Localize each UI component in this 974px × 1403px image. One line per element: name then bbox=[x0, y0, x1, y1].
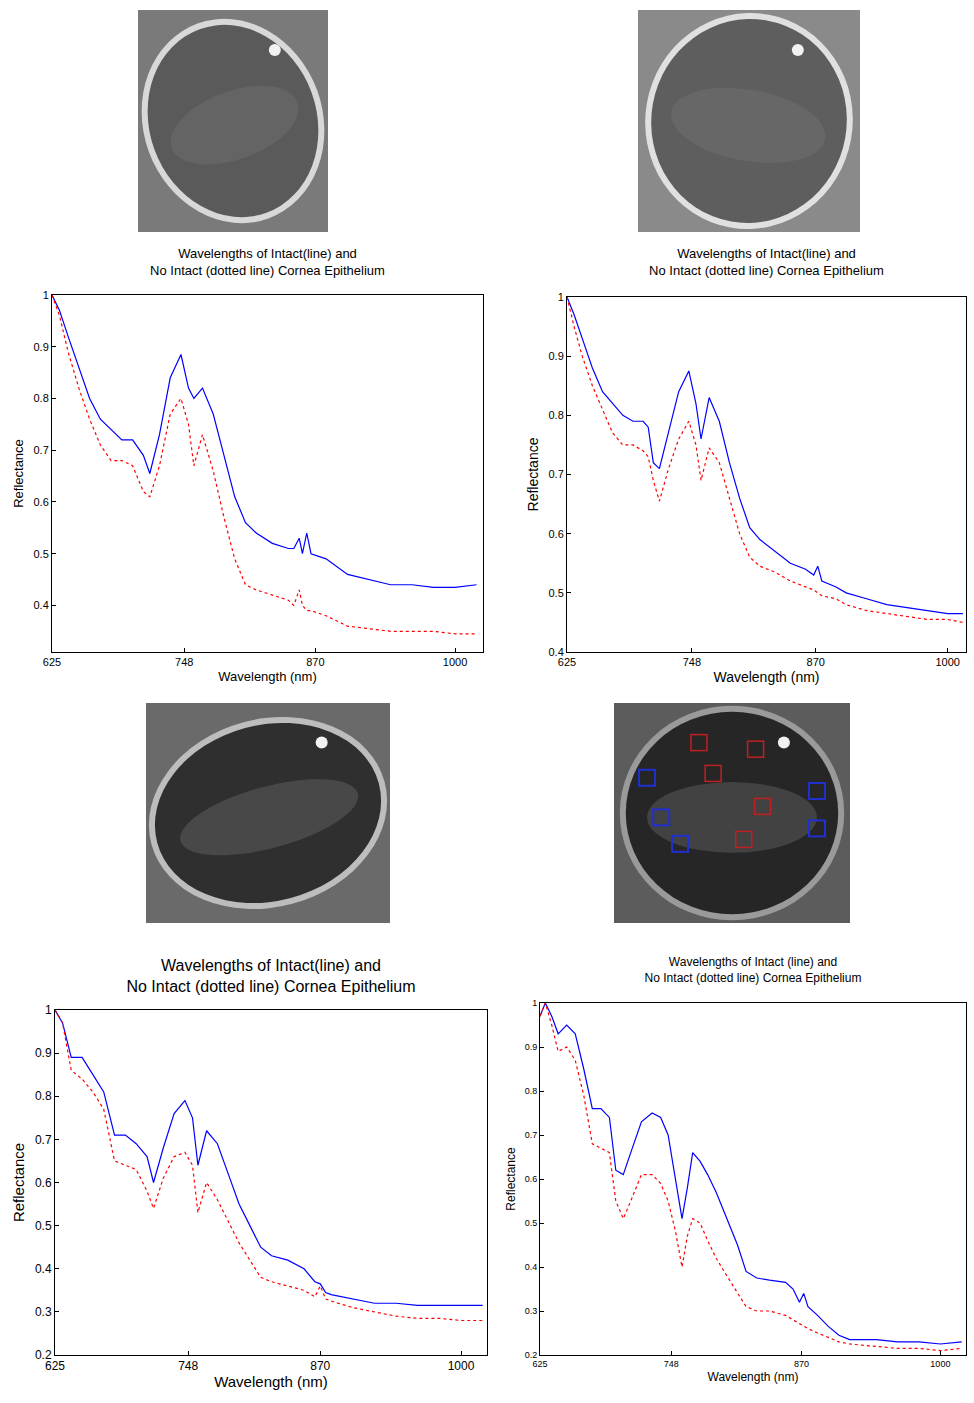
svg-text:0.8: 0.8 bbox=[549, 409, 564, 421]
svg-text:1000: 1000 bbox=[443, 656, 467, 668]
svg-text:748: 748 bbox=[175, 656, 193, 668]
svg-text:1: 1 bbox=[532, 998, 537, 1008]
svg-text:Wavelengths of Intact(line) an: Wavelengths of Intact(line) andNo Intact… bbox=[649, 246, 884, 278]
svg-text:Wavelength (nm): Wavelength (nm) bbox=[214, 1373, 328, 1390]
svg-text:0.5: 0.5 bbox=[34, 548, 49, 560]
svg-text:0.5: 0.5 bbox=[525, 1218, 538, 1228]
svg-text:0.4: 0.4 bbox=[549, 646, 564, 658]
svg-text:870: 870 bbox=[310, 1359, 330, 1373]
svg-text:870: 870 bbox=[306, 656, 324, 668]
svg-text:0.6: 0.6 bbox=[549, 528, 564, 540]
svg-text:0.3: 0.3 bbox=[35, 1305, 52, 1319]
svg-text:1: 1 bbox=[45, 1003, 52, 1017]
svg-text:0.9: 0.9 bbox=[35, 1046, 52, 1060]
svg-text:0.7: 0.7 bbox=[525, 1130, 538, 1140]
svg-text:748: 748 bbox=[178, 1359, 198, 1373]
svg-text:0.9: 0.9 bbox=[549, 350, 564, 362]
svg-text:625: 625 bbox=[558, 656, 576, 668]
svg-text:Wavelength (nm): Wavelength (nm) bbox=[713, 669, 819, 685]
svg-text:0.3: 0.3 bbox=[525, 1306, 538, 1316]
svg-text:0.7: 0.7 bbox=[549, 468, 564, 480]
svg-text:1000: 1000 bbox=[448, 1359, 475, 1373]
svg-text:0.8: 0.8 bbox=[525, 1086, 538, 1096]
svg-text:Reflectance: Reflectance bbox=[11, 439, 26, 508]
svg-text:0.8: 0.8 bbox=[35, 1089, 52, 1103]
svg-text:0.4: 0.4 bbox=[34, 599, 49, 611]
svg-text:0.6: 0.6 bbox=[35, 1176, 52, 1190]
svg-text:870: 870 bbox=[794, 1359, 809, 1369]
svg-text:625: 625 bbox=[45, 1359, 65, 1373]
svg-text:0.5: 0.5 bbox=[549, 587, 564, 599]
svg-text:625: 625 bbox=[532, 1359, 547, 1369]
svg-text:0.6: 0.6 bbox=[525, 1174, 538, 1184]
svg-text:748: 748 bbox=[664, 1359, 679, 1369]
svg-text:Wavelengths of Intact (line) a: Wavelengths of Intact (line) andNo Intac… bbox=[645, 955, 862, 985]
svg-text:0.5: 0.5 bbox=[35, 1219, 52, 1233]
svg-text:0.4: 0.4 bbox=[525, 1262, 538, 1272]
svg-text:Reflectance: Reflectance bbox=[10, 1143, 27, 1222]
svg-text:0.6: 0.6 bbox=[34, 496, 49, 508]
svg-text:Reflectance: Reflectance bbox=[504, 1147, 518, 1211]
svg-text:Reflectance: Reflectance bbox=[525, 437, 541, 511]
svg-text:1000: 1000 bbox=[930, 1359, 950, 1369]
svg-text:0.2: 0.2 bbox=[525, 1350, 538, 1360]
svg-text:0.9: 0.9 bbox=[525, 1042, 538, 1052]
svg-text:870: 870 bbox=[807, 656, 825, 668]
svg-text:748: 748 bbox=[683, 656, 701, 668]
svg-text:0.7: 0.7 bbox=[34, 444, 49, 456]
svg-text:1: 1 bbox=[558, 291, 564, 303]
svg-text:0.4: 0.4 bbox=[35, 1262, 52, 1276]
svg-text:Wavelength (nm): Wavelength (nm) bbox=[218, 669, 317, 684]
svg-text:0.2: 0.2 bbox=[35, 1348, 52, 1362]
svg-text:Wavelength (nm): Wavelength (nm) bbox=[708, 1370, 799, 1384]
svg-text:0.7: 0.7 bbox=[35, 1133, 52, 1147]
svg-text:625: 625 bbox=[43, 656, 61, 668]
svg-text:1000: 1000 bbox=[935, 656, 959, 668]
svg-text:Wavelengths of Intact(line) an: Wavelengths of Intact(line) andNo Intact… bbox=[126, 957, 415, 995]
svg-text:1: 1 bbox=[43, 289, 49, 301]
svg-text:0.8: 0.8 bbox=[34, 392, 49, 404]
svg-text:Wavelengths of Intact(line) an: Wavelengths of Intact(line) andNo Intact… bbox=[150, 246, 385, 278]
svg-text:0.9: 0.9 bbox=[34, 341, 49, 353]
